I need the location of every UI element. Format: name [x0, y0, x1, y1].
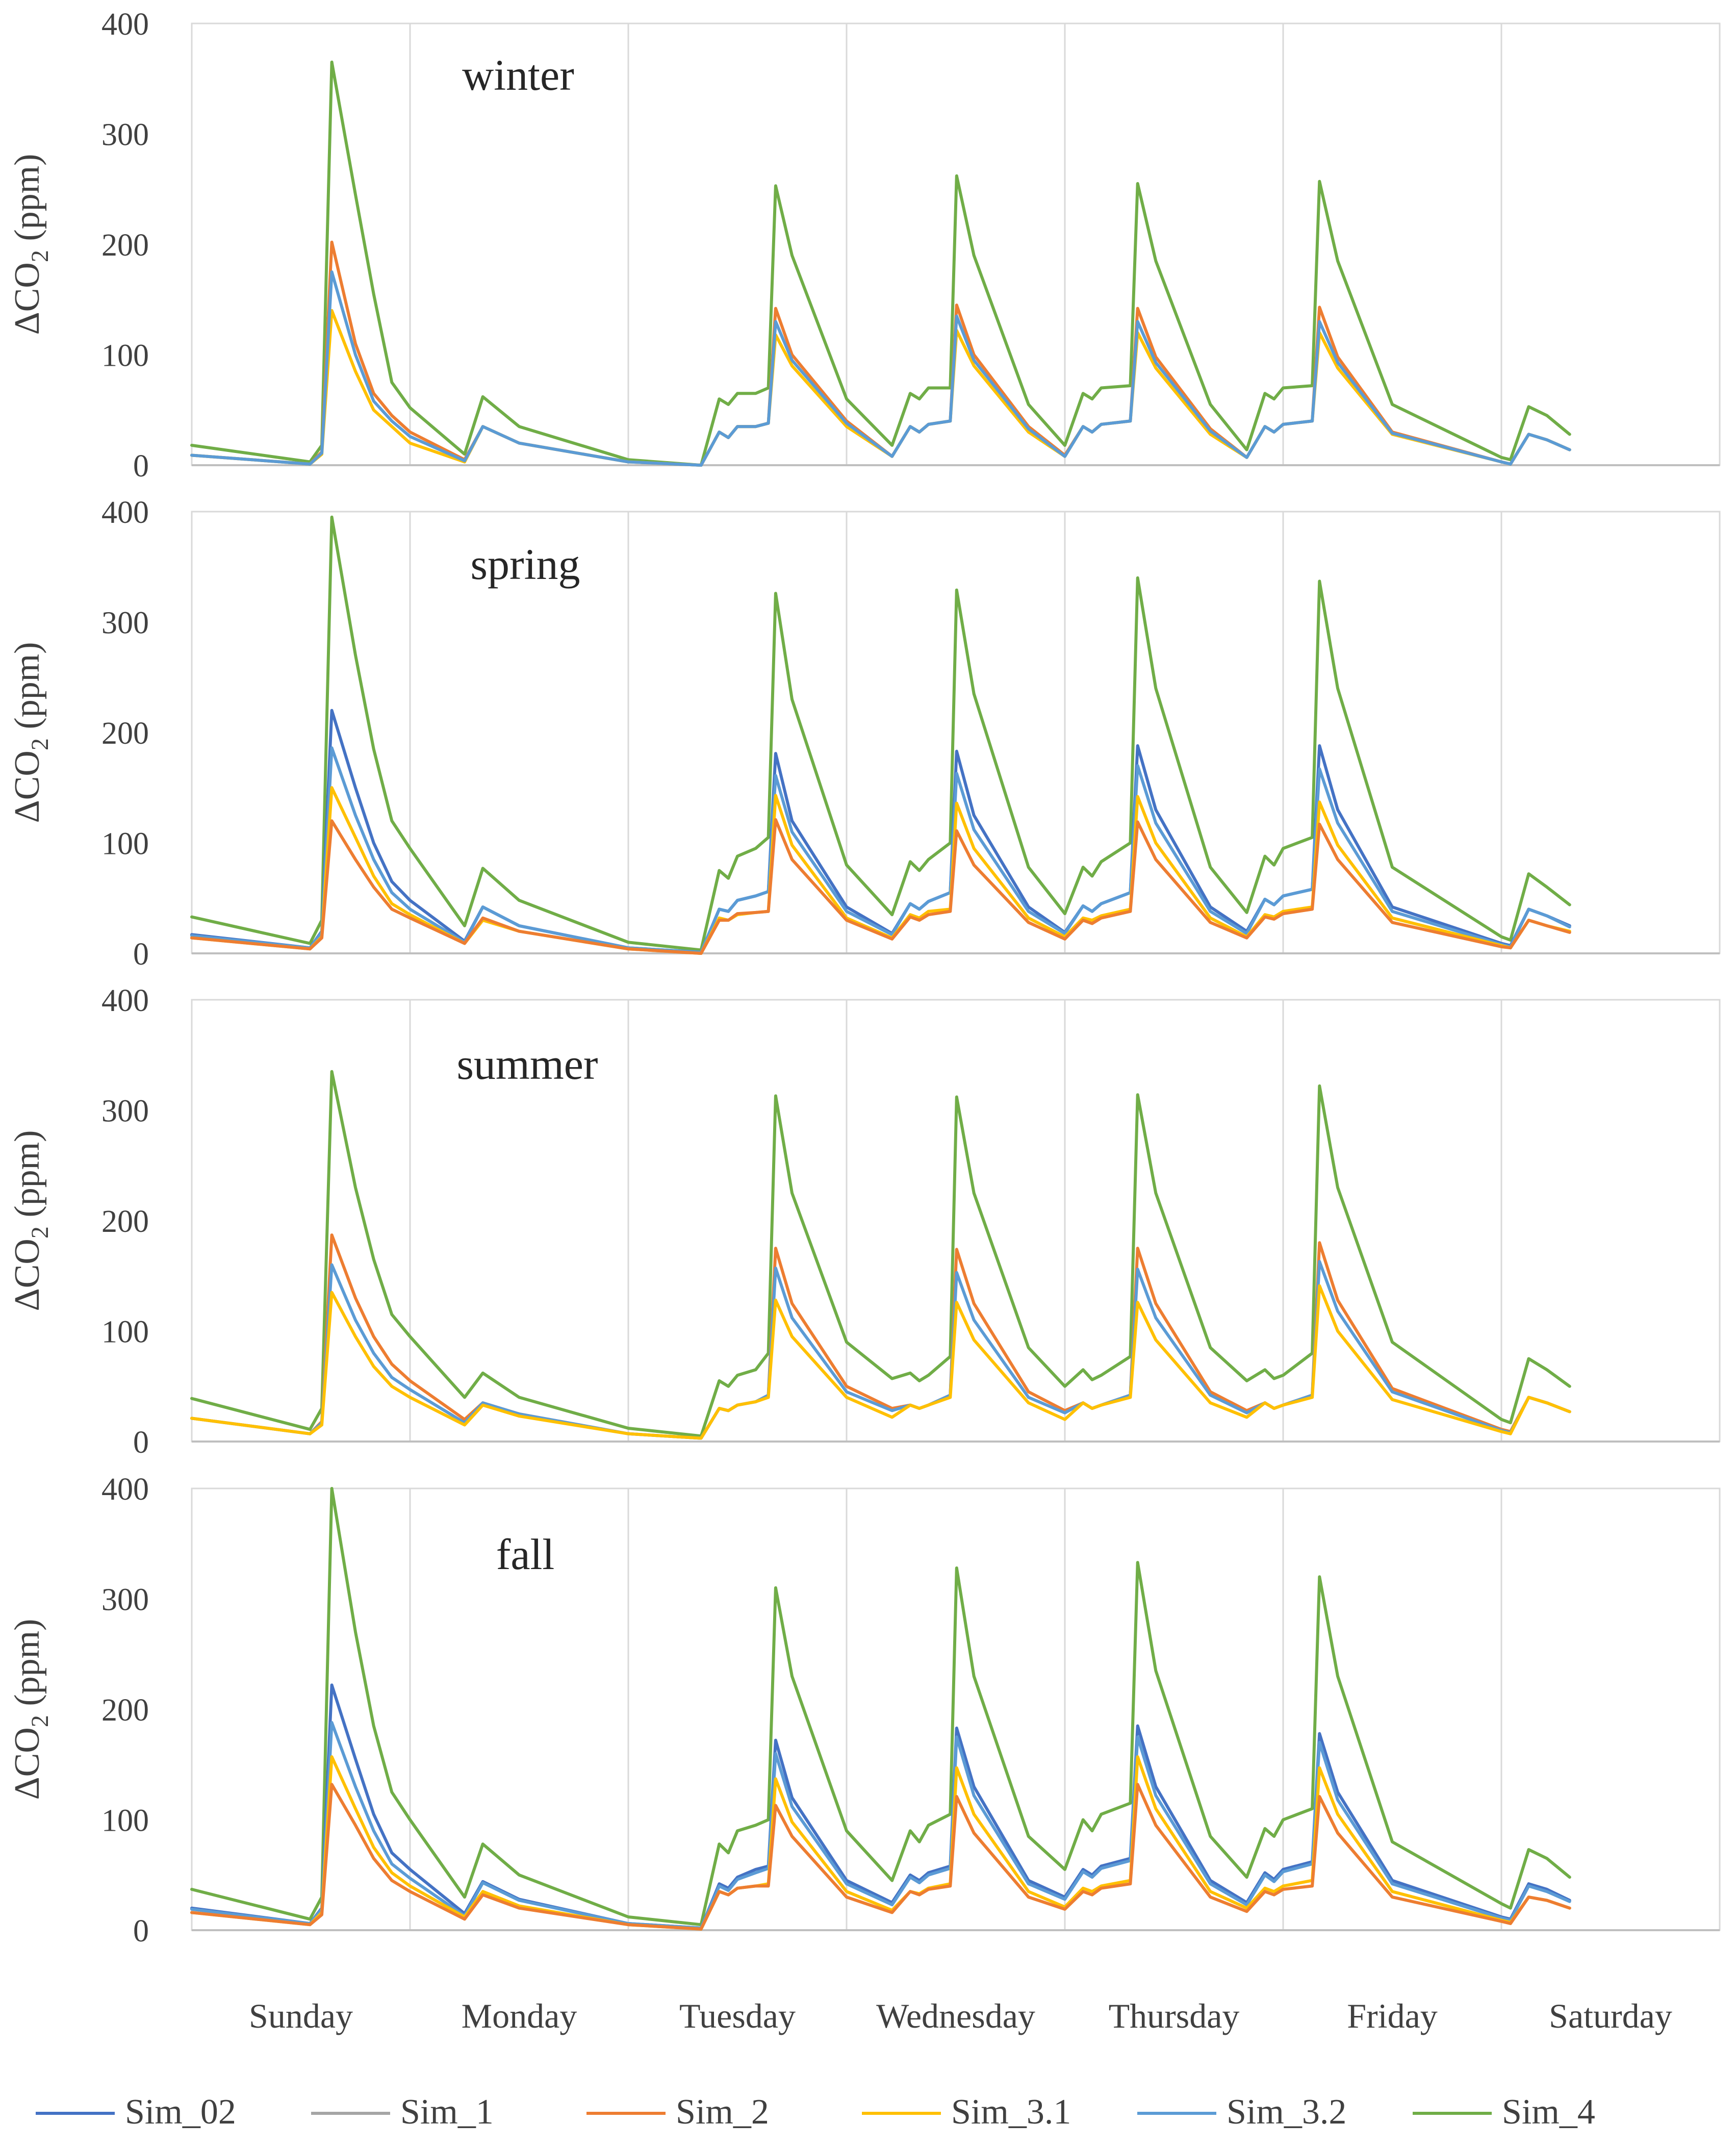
legend-item-Sim_02[interactable]: Sim_02: [36, 2092, 236, 2132]
y-tick-label: 200: [101, 1204, 149, 1239]
y-axis-label-suffix: (ppm): [8, 1130, 47, 1227]
legend-label: Sim_4: [1502, 2092, 1595, 2132]
series-line-Sim_3-2-winter: [190, 270, 1571, 467]
day-axis-labels: Sunday Monday Tuesday Wednesday Thursday Frid…: [249, 1997, 1672, 2035]
panel-winter: 0 100 200 300 400 ΔCO2 (ppm) winter: [8, 7, 1721, 484]
y-axis-label-prefix: ΔCO: [8, 262, 47, 335]
plot-area-border: [191, 511, 1721, 954]
y-tick-label: 200: [101, 716, 149, 751]
day-label-monday: Monday: [462, 1997, 577, 2035]
legend-label: Sim_02: [125, 2092, 236, 2132]
day-label-wednesday: Wednesday: [876, 1997, 1035, 2035]
season-title-winter: winter: [462, 50, 574, 99]
day-label-tuesday: Tuesday: [679, 1997, 796, 2035]
y-tick-label: 0: [133, 1914, 149, 1949]
series-line-Sim_4-summer: [190, 1070, 1571, 1438]
panel-spring: 0 100 200 300 400 ΔCO2 (ppm) spring: [8, 495, 1721, 972]
y-axis-label-suffix: (ppm): [8, 154, 47, 250]
legend-label: Sim_2: [676, 2092, 769, 2132]
series-line-Sim_2-summer: [190, 1233, 1571, 1440]
panel-summer: 0 100 200 300 400 ΔCO2 (ppm) summer: [8, 983, 1721, 1460]
y-axis-label-subscript: 2: [27, 1715, 54, 1727]
y-tick-label: 0: [133, 449, 149, 484]
y-axis-label-subscript: 2: [27, 738, 54, 750]
y-axis-label-subscript: 2: [27, 1226, 54, 1239]
season-title-spring: spring: [471, 540, 580, 589]
day-label-friday: Friday: [1347, 1997, 1438, 2035]
legend-label: Sim_1: [400, 2092, 494, 2132]
y-axis-label-suffix: (ppm): [8, 642, 47, 739]
series-line-Sim_3-1-fall: [190, 1755, 1571, 1931]
legend-label: Sim_3.1: [951, 2092, 1071, 2132]
y-tick-label: 200: [101, 1693, 149, 1728]
y-axis-label: ΔCO2 (ppm): [8, 1619, 54, 1800]
y-axis-label-prefix: ΔCO: [8, 750, 47, 823]
legend-item-Sim_4[interactable]: Sim_4: [1413, 2092, 1595, 2132]
day-label-thursday: Thursday: [1109, 1997, 1240, 2035]
series-line-Sim_3-1-summer: [190, 1284, 1571, 1440]
series-line-Sim_4-winter: [190, 60, 1571, 467]
y-axis-label-prefix: ΔCO: [8, 1727, 47, 1800]
y-tick-label: 300: [101, 118, 149, 153]
panel-fall: 0 100 200 300 400 ΔCO2 (ppm) fall: [8, 1472, 1721, 1949]
y-tick-label: 0: [133, 1425, 149, 1460]
chart-legend[interactable]: Sim_02 Sim_1 Sim_2 Sim_3.1 Sim_3.2 Sim_4: [36, 2092, 1595, 2132]
y-tick-label: 300: [101, 1583, 149, 1618]
season-title-summer: summer: [456, 1040, 598, 1089]
y-axis-label-suffix: (ppm): [8, 1619, 47, 1715]
y-tick-label: 400: [101, 983, 149, 1018]
y-axis-label-subscript: 2: [27, 250, 54, 262]
y-tick-label: 400: [101, 495, 149, 530]
y-tick-label: 100: [101, 1804, 149, 1838]
series-line-Sim_3-1-winter: [190, 309, 1571, 467]
y-tick-label: 0: [133, 937, 149, 972]
plot-area-border: [191, 1487, 1721, 1931]
series-line-Sim_4-spring: [190, 515, 1571, 952]
series-line-Sim_2-spring: [190, 818, 1571, 955]
y-axis-label: ΔCO2 (ppm): [8, 642, 54, 823]
legend-item-Sim_2[interactable]: Sim_2: [586, 2092, 769, 2132]
y-tick-label: 200: [101, 228, 149, 263]
series-line-Sim_2-fall: [190, 1783, 1571, 1931]
y-tick-label: 100: [101, 827, 149, 862]
plot-area-border: [191, 999, 1721, 1443]
legend-item-Sim_3-1[interactable]: Sim_3.1: [862, 2092, 1071, 2132]
day-label-sunday: Sunday: [249, 1997, 353, 2035]
series-line-Sim_3-2-spring: [190, 746, 1571, 954]
season-title-fall: fall: [496, 1530, 555, 1579]
y-tick-label: 300: [101, 606, 149, 641]
y-tick-label: 400: [101, 7, 149, 42]
series-line-Sim_4-fall: [190, 1487, 1571, 1927]
legend-label: Sim_3.2: [1227, 2092, 1346, 2132]
y-axis-label: ΔCO2 (ppm): [8, 154, 54, 335]
y-axis-label-prefix: ΔCO: [8, 1239, 47, 1311]
legend-item-Sim_1[interactable]: Sim_1: [311, 2092, 494, 2132]
y-axis-label: ΔCO2 (ppm): [8, 1130, 54, 1311]
y-tick-label: 100: [101, 1315, 149, 1350]
series-line-Sim_02-fall: [190, 1683, 1571, 1930]
day-label-saturday: Saturday: [1549, 1997, 1672, 2035]
legend-item-Sim_3-2[interactable]: Sim_3.2: [1137, 2092, 1346, 2132]
y-tick-label: 400: [101, 1472, 149, 1507]
y-tick-label: 100: [101, 339, 149, 373]
y-tick-label: 300: [101, 1094, 149, 1129]
